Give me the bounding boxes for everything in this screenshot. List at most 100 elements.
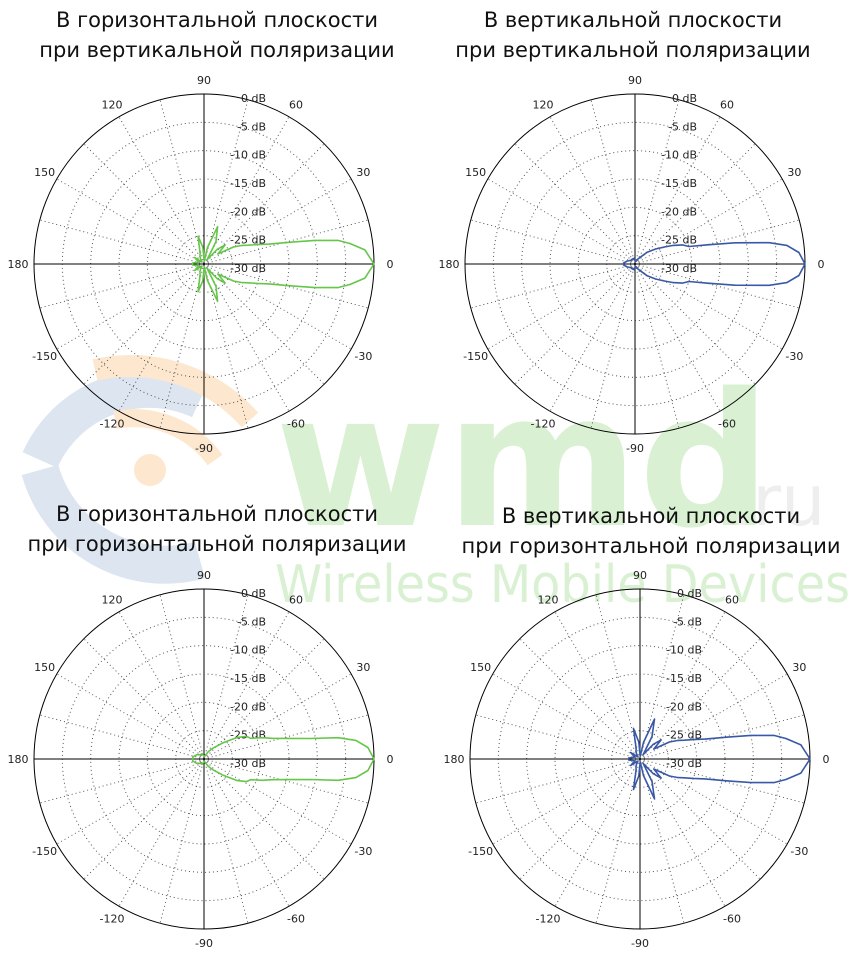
pattern-point [663, 246, 666, 248]
angle-tick-label: 90 [197, 74, 211, 87]
angle-tick-label: 180 [439, 258, 460, 271]
pattern-point [773, 782, 775, 784]
angle-tick-label: 90 [633, 569, 647, 582]
grid-spoke [639, 758, 761, 880]
pattern-point [206, 280, 209, 282]
grid-spoke [203, 263, 249, 429]
pattern-point [785, 778, 787, 781]
pattern-point [196, 762, 198, 764]
radial-tick-label: -5 dB [237, 615, 266, 628]
grid-spoke [639, 758, 788, 845]
pattern-point [337, 737, 339, 739]
grid-spoke [634, 178, 783, 265]
angle-tick-label: 180 [8, 258, 29, 271]
pattern-point [285, 779, 288, 781]
pattern-point [637, 760, 639, 762]
grid-spoke [519, 758, 641, 880]
grid-spoke [634, 263, 783, 350]
chart-3-title-line-2: при горизонтальной поляризации [27, 532, 407, 556]
pattern-point [628, 759, 630, 761]
pattern-point [206, 258, 208, 260]
pattern-point [630, 764, 632, 767]
radial-tick-label: 0 dB [672, 92, 697, 105]
angle-tick-label: 0 [823, 753, 830, 766]
pattern-point [727, 780, 729, 782]
pattern-point [199, 762, 201, 764]
angle-tick-label: 150 [465, 166, 486, 179]
pattern-point [364, 249, 366, 251]
grid-spoke [118, 116, 205, 265]
pattern-point [631, 268, 633, 270]
pattern-point [804, 263, 806, 265]
pattern-point [635, 747, 637, 750]
grid-spoke [475, 758, 641, 804]
pattern-point [192, 262, 194, 264]
pattern-point [630, 751, 632, 754]
grid-spoke [159, 99, 205, 265]
grid-spoke [492, 758, 641, 845]
pattern-point [653, 718, 656, 720]
grid-spoke [634, 99, 680, 265]
radial-tick-label: -15 dB [666, 672, 702, 685]
pattern-point [367, 746, 369, 749]
pattern-point [637, 258, 639, 260]
pattern-point [635, 769, 637, 771]
grid-spoke [203, 714, 369, 760]
pattern-point [256, 282, 258, 284]
pattern-point [199, 274, 201, 276]
pattern-point [623, 264, 625, 266]
angle-tick-label: 120 [533, 99, 554, 112]
grid-spoke [203, 611, 290, 760]
grid-spoke [203, 99, 249, 265]
radial-tick-label: 0 dB [241, 92, 266, 105]
radial-tick-label: -25 dB [230, 729, 266, 742]
grid-spoke [554, 758, 641, 907]
grid-spoke [634, 116, 721, 265]
pattern-point [291, 285, 293, 287]
grid-spoke [519, 638, 641, 760]
grid-spoke [487, 178, 636, 265]
chart-3-title: В горизонтальной плоскости при горизонта… [0, 499, 434, 559]
pattern-point [199, 754, 201, 756]
grid-spoke [203, 758, 325, 880]
angle-tick-label: 30 [356, 661, 370, 674]
pattern-point [197, 291, 199, 293]
angle-tick-label: 30 [356, 166, 370, 179]
grid-spoke [56, 178, 205, 265]
angle-tick-label: -120 [100, 912, 125, 925]
pattern-point [773, 734, 775, 737]
pattern-point [688, 245, 690, 248]
pattern-point [642, 775, 645, 777]
pattern-point [634, 760, 636, 762]
pattern-point [224, 244, 226, 246]
radial-tick-label: -20 dB [230, 700, 266, 713]
angle-tick-label: -30 [790, 845, 808, 858]
grid-spoke [475, 714, 641, 760]
pattern-point [203, 755, 205, 757]
pattern-point [194, 269, 196, 272]
radial-tick-label: -10 dB [230, 644, 266, 657]
pattern-point [632, 788, 635, 791]
pattern-point [247, 282, 249, 284]
pattern-point [247, 244, 249, 246]
angle-tick-label: 0 [387, 258, 394, 271]
pattern-point [349, 283, 351, 286]
chart-1-title-line-1: В горизонтальной плоскости [56, 8, 378, 32]
angle-tick-label: 150 [470, 661, 491, 674]
pattern-point [217, 253, 219, 255]
angle-tick-label: 120 [102, 99, 123, 112]
angle-tick-label: -90 [626, 442, 644, 455]
pattern-point [200, 258, 202, 260]
radial-tick-label: -5 dB [668, 120, 697, 133]
pattern-point [632, 727, 635, 730]
grid-spoke [639, 758, 726, 907]
pattern-point [271, 737, 273, 739]
grid-spoke [203, 594, 249, 760]
angle-tick-label: -60 [723, 912, 741, 925]
pattern-point [198, 261, 200, 263]
grid-spoke [203, 263, 369, 309]
grid-spoke [39, 219, 205, 265]
angle-tick-label: -120 [100, 417, 125, 430]
grid-spoke [203, 263, 325, 385]
pattern-point [373, 758, 375, 760]
